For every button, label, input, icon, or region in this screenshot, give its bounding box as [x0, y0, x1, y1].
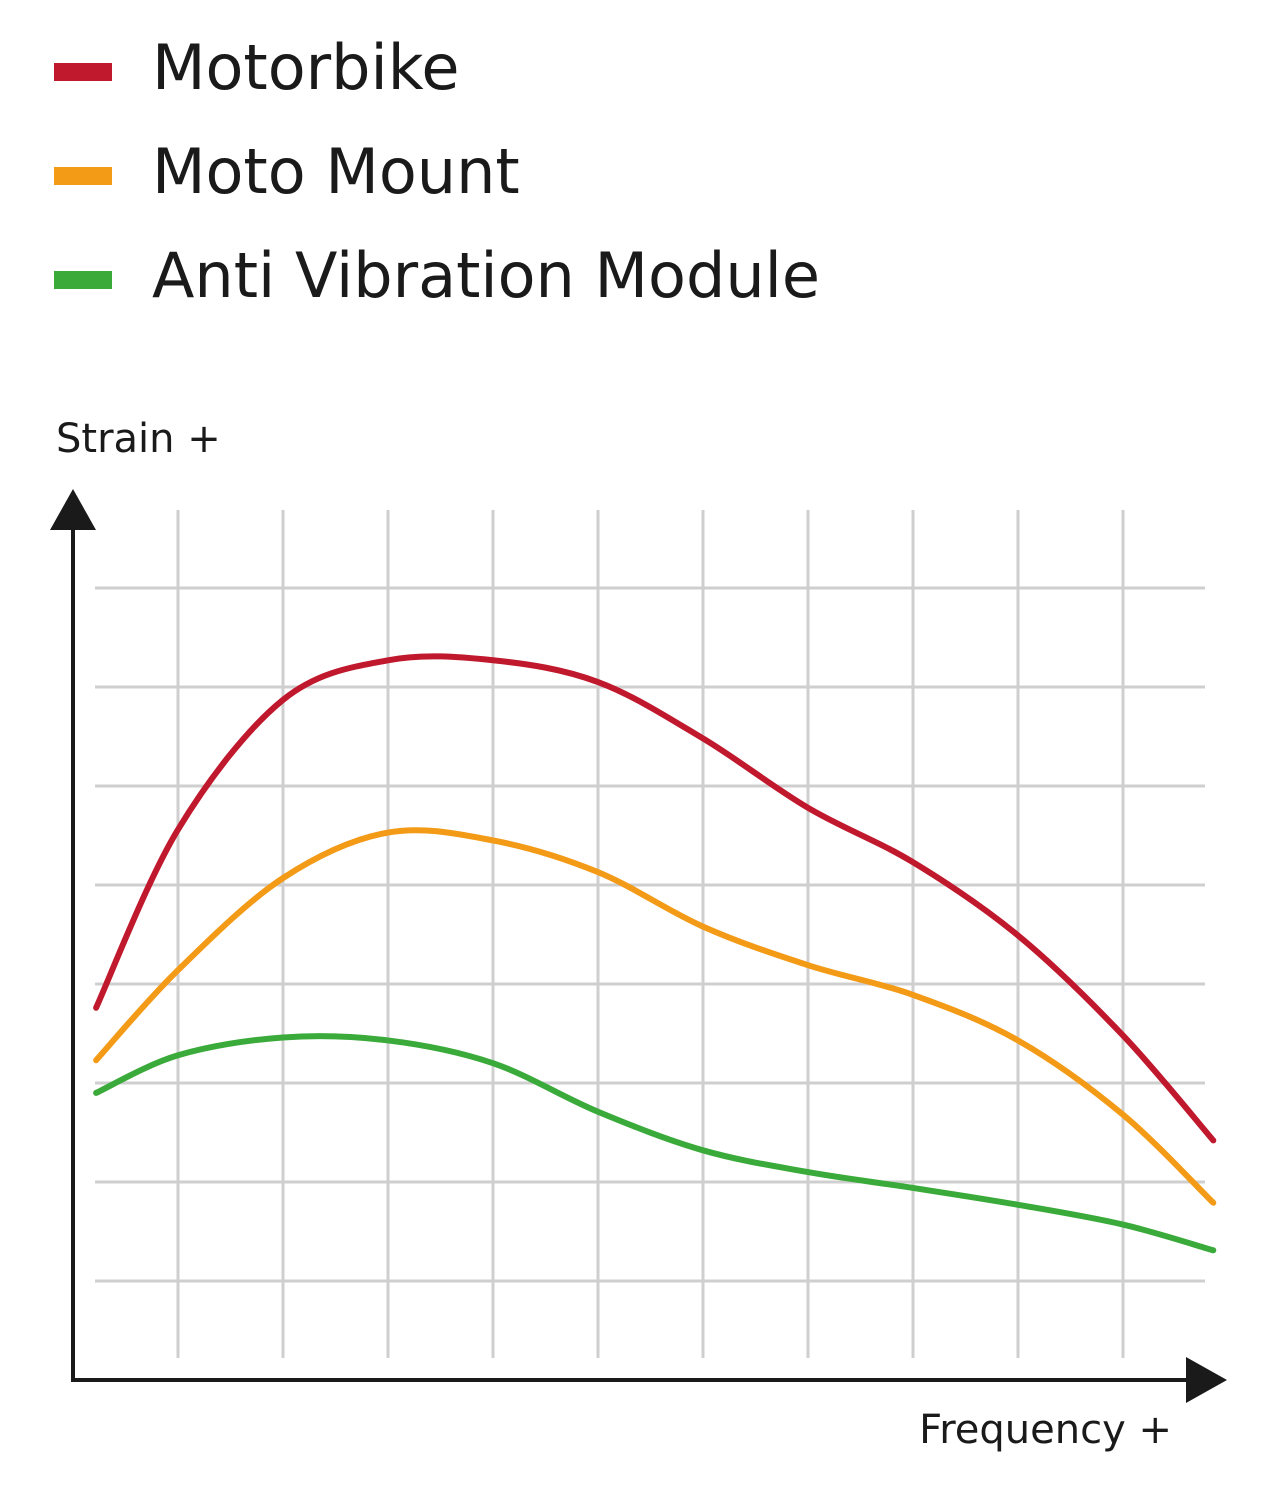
x-axis-label: Frequency + — [919, 1407, 1172, 1453]
grid — [95, 510, 1205, 1358]
x-axis-arrow — [1186, 1357, 1227, 1403]
y-axis-label: Strain + — [56, 416, 221, 462]
legend-label: Motorbike — [152, 31, 460, 104]
series-line — [93, 653, 1217, 1144]
plot-lines — [93, 653, 1217, 1254]
series-line — [93, 827, 1217, 1206]
legend-swatch — [54, 63, 112, 81]
y-axis-arrow — [50, 489, 96, 530]
legend-label: Moto Mount — [152, 135, 520, 208]
legend-swatch — [54, 167, 112, 185]
legend-swatch — [54, 271, 112, 289]
legend-label: Anti Vibration Module — [152, 239, 820, 312]
legend: Motorbike Moto Mount Anti Vibration Module — [54, 31, 820, 312]
series-line — [93, 1033, 1217, 1254]
